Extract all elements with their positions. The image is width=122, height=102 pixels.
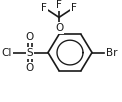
Text: F: F	[56, 0, 62, 10]
Text: O: O	[26, 63, 34, 73]
Text: Br: Br	[106, 48, 118, 58]
Text: O: O	[55, 23, 63, 33]
Text: Cl: Cl	[2, 48, 12, 58]
Text: F: F	[71, 3, 77, 13]
Text: F: F	[41, 3, 47, 13]
Text: S: S	[27, 48, 33, 58]
Text: O: O	[26, 32, 34, 42]
